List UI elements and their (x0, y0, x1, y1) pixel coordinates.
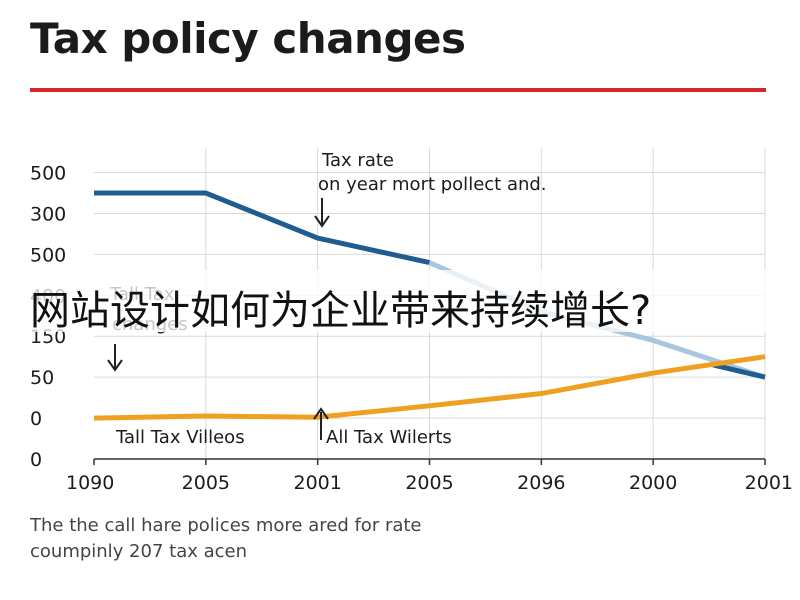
annotation-left-arrowhead (107, 359, 123, 372)
title-rule (30, 88, 766, 92)
annotation-up-arrowhead (313, 407, 329, 420)
x-tick-label: 2000 (629, 472, 677, 494)
x-tick-label: 1090 (66, 472, 114, 494)
annotation-arrowhead (314, 215, 330, 228)
y-tick-label: 500 (30, 163, 66, 185)
y-tick-label: 0 (30, 449, 42, 471)
footnote-line-1: The the call hare polices more ared for … (30, 515, 422, 536)
overlay-heading: 网站设计如何为企业带来持续增长? (30, 288, 652, 334)
footnote-line-2: coumpinly 207 tax acen (30, 541, 248, 562)
x-tick-label: 2096 (517, 472, 565, 494)
y-tick-label: 50 (30, 367, 54, 389)
x-tick-label: 2001 (293, 472, 341, 494)
annotation-tall-tax-villeos: Tall Tax Villeos (115, 427, 245, 448)
annotation-tax-rate-line2: on year mort pollect and. (318, 174, 547, 195)
annotation-tax-rate-line1: Tax rate (321, 150, 394, 171)
overlay-band (0, 270, 800, 332)
x-tick-label: 2005 (182, 472, 230, 494)
y-tick-label: 500 (30, 244, 66, 266)
series-all-tax-line (93, 354, 766, 421)
x-tick-label: 2005 (405, 472, 453, 494)
annotation-all-tax-wilerts: All Tax Wilerts (326, 427, 452, 448)
chart-title: Tax policy changes (30, 14, 466, 63)
x-tick-label: 2001 (745, 472, 793, 494)
y-tick-label: 0 (30, 408, 42, 430)
series-tax-rate-line-end (712, 362, 766, 380)
series-tax-rate-line-dark (94, 190, 431, 266)
y-tick-label: 300 (30, 203, 66, 225)
